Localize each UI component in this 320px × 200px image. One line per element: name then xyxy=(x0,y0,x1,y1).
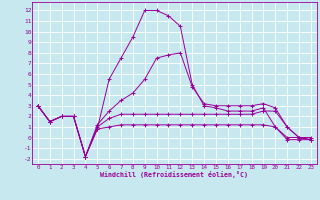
X-axis label: Windchill (Refroidissement éolien,°C): Windchill (Refroidissement éolien,°C) xyxy=(100,171,248,178)
